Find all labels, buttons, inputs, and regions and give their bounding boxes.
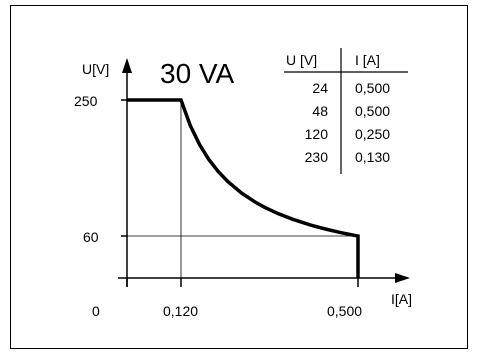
table-header-voltage: U [V]: [286, 52, 317, 68]
table-cell: 230: [305, 149, 329, 165]
table-cell: 0,500: [355, 80, 390, 96]
x-tick-label-0500: 0,500: [327, 303, 362, 319]
y-tick-label-60: 60: [83, 229, 99, 245]
table-cell: 0,130: [355, 149, 390, 165]
x-tick-label-0120: 0,120: [163, 303, 198, 319]
table-cell: 0,250: [355, 126, 390, 142]
table-cell: 24: [312, 80, 328, 96]
x-axis-label: I[A]: [391, 291, 412, 307]
table-cell: 48: [312, 103, 328, 119]
origin-label: 0: [92, 303, 100, 319]
table-cell: 0,500: [355, 103, 390, 119]
table-cell: 120: [305, 126, 329, 142]
y-axis-label: U[V]: [82, 61, 109, 77]
y-tick-label-250: 250: [74, 93, 98, 109]
table-header-current: I [A]: [355, 52, 380, 68]
chart-title: 30 VA: [160, 58, 235, 89]
x-axis-arrow-icon: [395, 273, 410, 283]
y-axis-arrow-icon: [122, 58, 132, 73]
series-line: [127, 98, 360, 278]
chart-frame: [10, 5, 468, 349]
